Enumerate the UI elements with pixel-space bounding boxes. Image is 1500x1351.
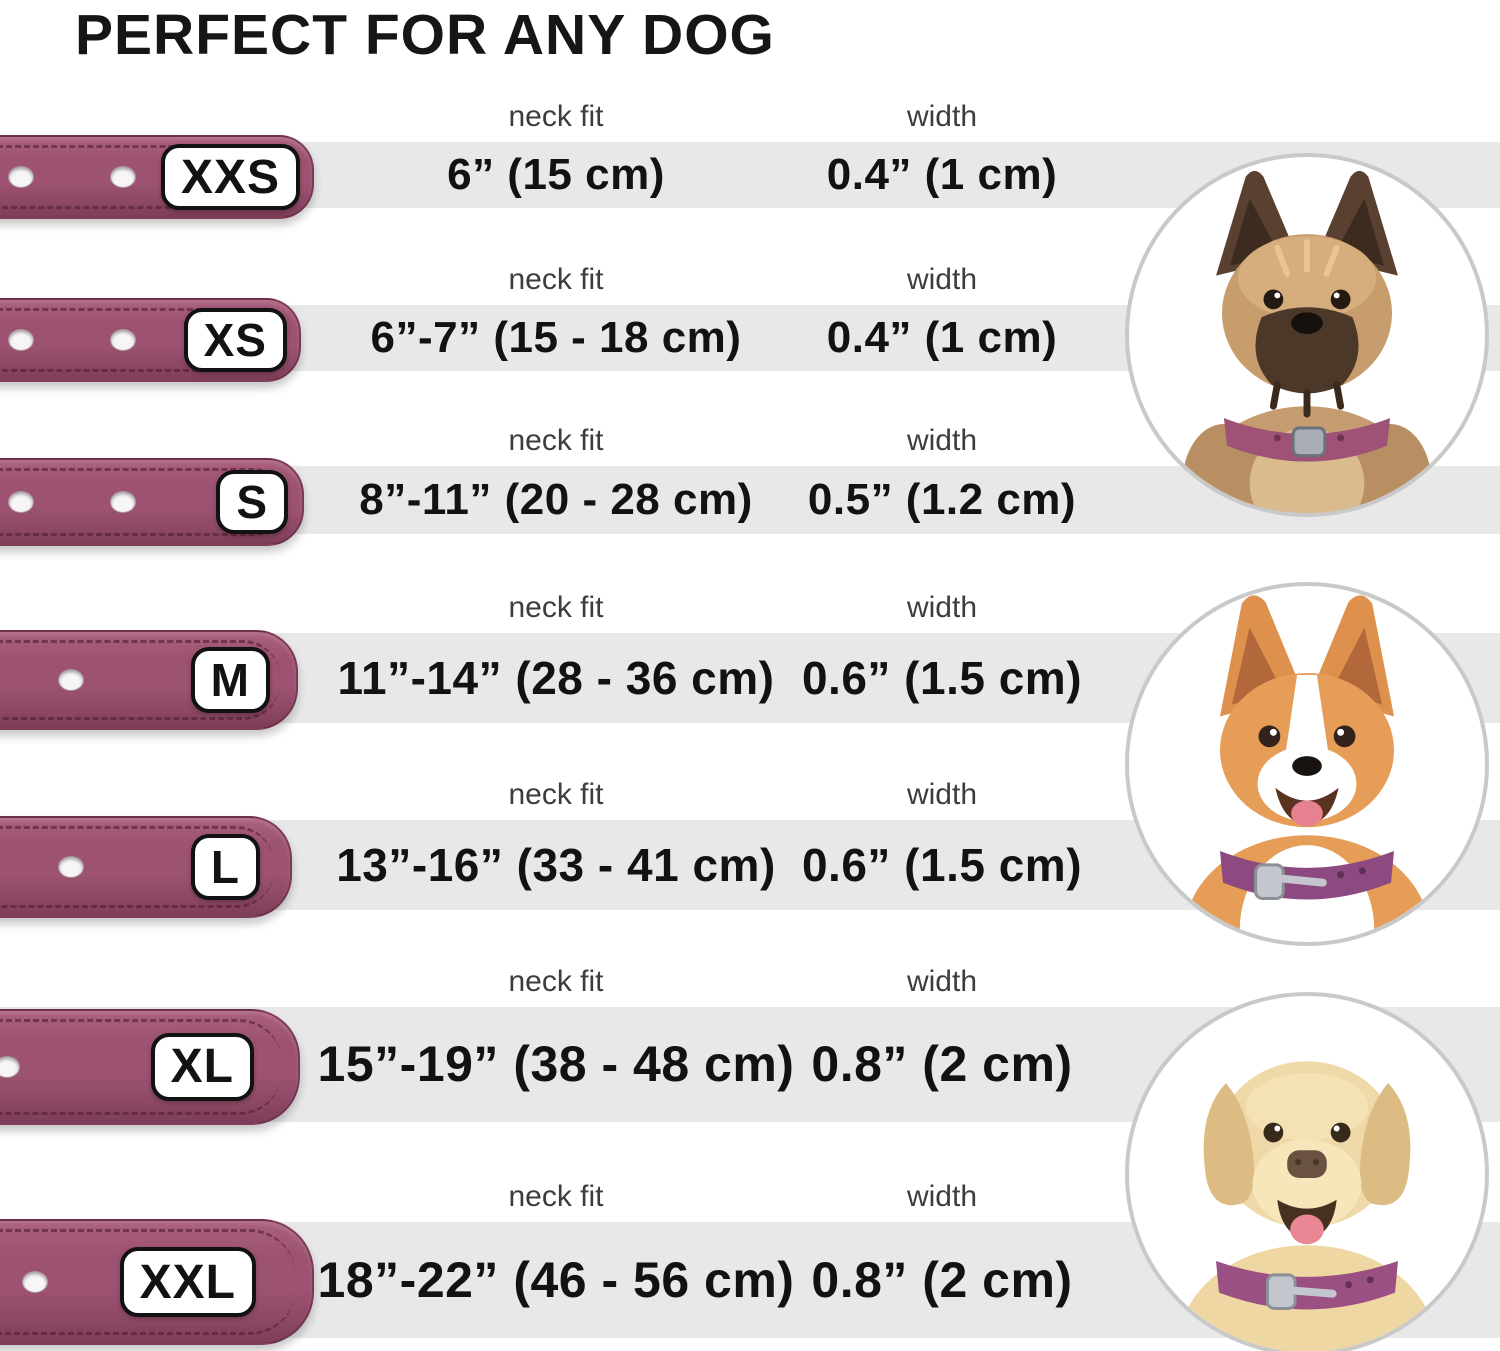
width-value: 0.6” (1.5 cm) — [801, 652, 1083, 704]
collar-hole — [110, 166, 136, 188]
collar-hole — [0, 1055, 20, 1078]
collar-hole — [58, 669, 84, 691]
collar-graphic-xxs: XXS — [0, 135, 314, 219]
width-value: 0.4” (1 cm) — [826, 150, 1058, 199]
neck-fit-header: neck fit — [508, 424, 604, 457]
width-header: width — [906, 965, 978, 998]
collar-graphic-xs: XS — [0, 298, 301, 382]
size-label-badge: S — [216, 470, 288, 534]
neck-fit-value: 13”-16” (33 - 41 cm) — [336, 839, 776, 891]
collar-hole — [8, 329, 34, 351]
neck-fit-header: neck fit — [508, 778, 604, 811]
collar-graphic-xl: XL — [0, 1008, 300, 1125]
collar-hole — [8, 491, 34, 513]
width-header: width — [906, 778, 978, 811]
collar-graphic-s: S — [0, 458, 304, 546]
dog-photo-terrier — [1125, 153, 1489, 517]
neck-fit-value: 18”-22” (46 - 56 cm) — [317, 1252, 795, 1308]
width-value: 0.5” (1.2 cm) — [807, 475, 1077, 524]
neck-fit-value: 15”-19” (38 - 48 cm) — [317, 1036, 795, 1092]
neck-fit-header: neck fit — [508, 1180, 604, 1213]
corgi-illustration — [1184, 595, 1430, 942]
size-label-badge: XL — [150, 1032, 254, 1101]
width-value: 0.8” (2 cm) — [811, 1252, 1073, 1308]
width-header: width — [906, 1180, 978, 1213]
collar-hole — [110, 491, 136, 513]
collar-hole — [22, 1271, 48, 1293]
collar-graphic-xxl: XXL — [0, 1219, 314, 1345]
page-title: PERFECT FOR ANY DOG — [75, 3, 775, 67]
width-header: width — [906, 424, 978, 457]
size-label-badge: XXL — [119, 1247, 256, 1317]
neck-fit-header: neck fit — [508, 965, 604, 998]
width-header: width — [906, 591, 978, 624]
collar-hole — [110, 329, 136, 351]
neck-fit-header: neck fit — [508, 263, 604, 296]
size-label-badge: M — [190, 647, 270, 713]
collar-graphic-l: L — [0, 816, 292, 918]
width-value: 0.6” (1.5 cm) — [801, 839, 1083, 891]
collar-hole — [58, 856, 84, 878]
neck-fit-value: 11”-14” (28 - 36 cm) — [337, 652, 775, 704]
size-label-badge: L — [190, 834, 260, 900]
dog-photo-corgi — [1125, 582, 1489, 946]
neck-fit-value: 8”-11” (20 - 28 cm) — [359, 475, 753, 524]
size-label-badge: XS — [183, 308, 287, 372]
width-header: width — [906, 263, 978, 296]
collar-hole — [8, 166, 34, 188]
neck-fit-value: 6”-7” (15 - 18 cm) — [370, 313, 742, 362]
neck-fit-value: 6” (15 cm) — [447, 150, 665, 199]
neck-fit-header: neck fit — [508, 591, 604, 624]
width-value: 0.4” (1 cm) — [826, 313, 1058, 362]
terrier-illustration — [1182, 170, 1432, 513]
dog-photo-labrador — [1125, 992, 1489, 1351]
collar-graphic-m: M — [0, 630, 298, 730]
width-header: width — [906, 100, 978, 133]
size-label-badge: XXS — [160, 144, 300, 210]
neck-fit-header: neck fit — [508, 100, 604, 133]
width-value: 0.8” (2 cm) — [811, 1036, 1073, 1092]
labrador-illustration — [1178, 1061, 1436, 1351]
